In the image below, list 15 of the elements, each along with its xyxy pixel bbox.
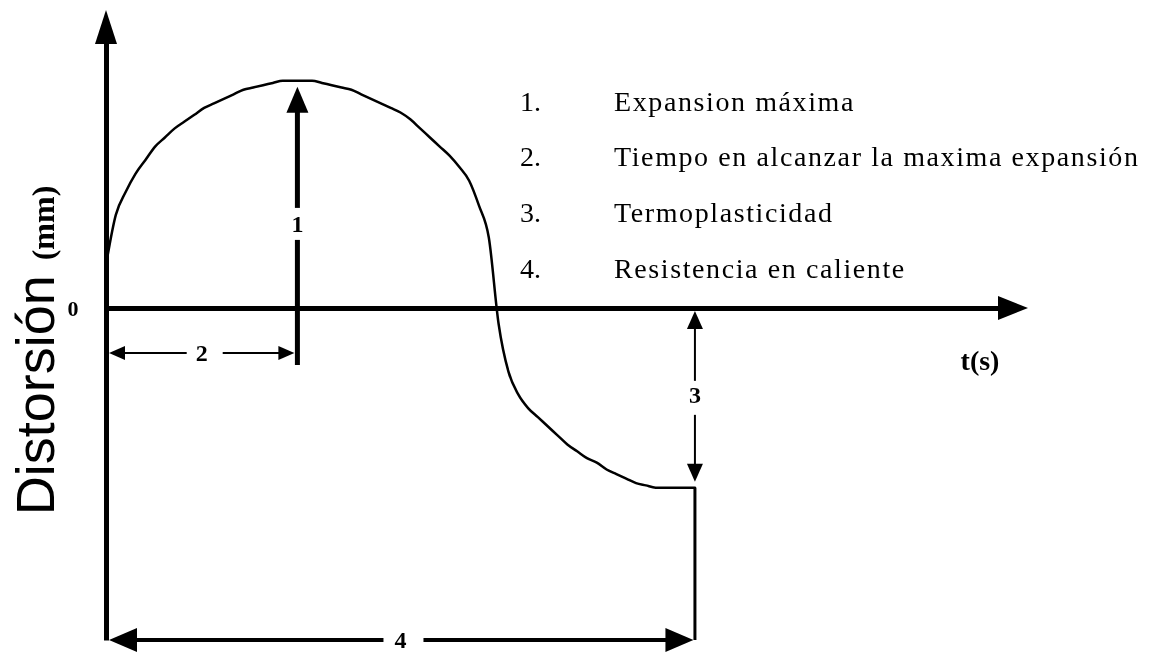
annotation: 2	[195, 340, 208, 367]
annotation: Termoplasticidad	[614, 196, 834, 228]
annotation: 2.	[520, 141, 541, 173]
annotation: 1.	[520, 85, 541, 117]
text: t(s)	[960, 344, 1000, 376]
annotation: Expansion máxima	[614, 85, 856, 117]
annotation: 4.	[520, 252, 541, 284]
text: 0	[67, 295, 79, 321]
annotation: 3	[688, 381, 701, 408]
annotation: 3.	[520, 196, 541, 228]
annotation: 1	[291, 210, 304, 237]
y-axis-title: Distorsión (mm)	[4, 185, 65, 516]
text: 4	[394, 627, 407, 653]
annotation: Tiempo en alcanzar la maxima expansión	[614, 141, 1140, 173]
annotation: Resistencia en caliente	[614, 252, 906, 284]
